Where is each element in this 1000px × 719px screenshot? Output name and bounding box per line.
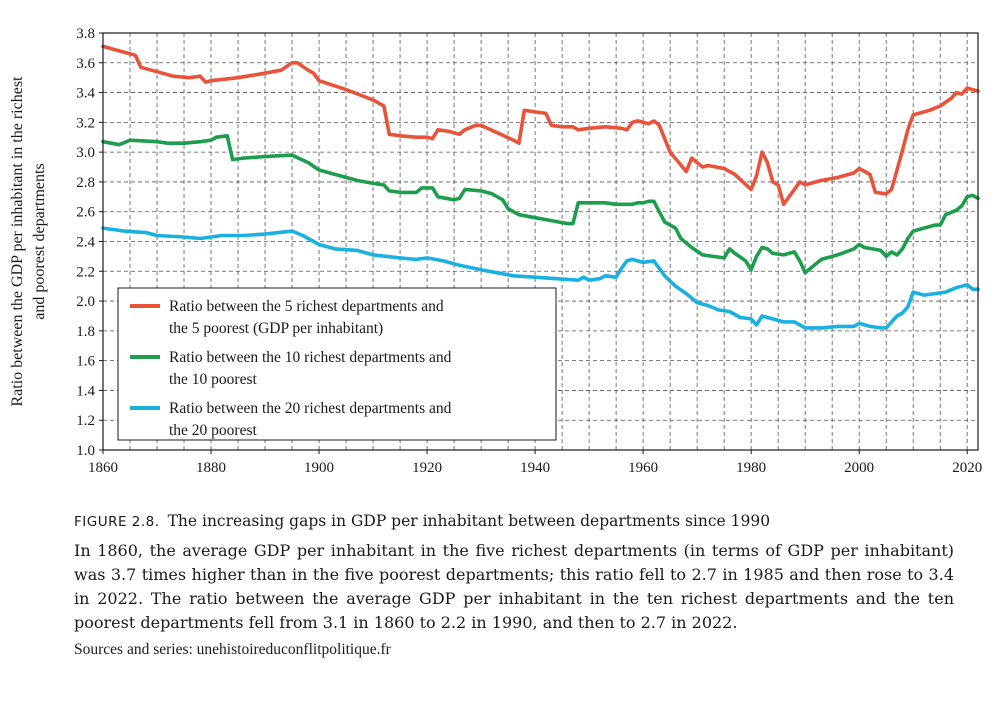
figure-caption: FIGURE 2.8. The increasing gaps in GDP pe… bbox=[74, 510, 954, 661]
x-tick-label: 1920 bbox=[412, 460, 442, 476]
series-line-3 bbox=[101, 226, 980, 330]
x-tick-label: 1940 bbox=[520, 460, 550, 476]
y-tick-label: 1.2 bbox=[76, 413, 95, 429]
x-tick-label: 1880 bbox=[196, 460, 226, 476]
y-tick-label: 2.6 bbox=[76, 205, 95, 221]
y-tick-label: 1.0 bbox=[76, 443, 95, 459]
y-tick-label: 3.2 bbox=[76, 115, 95, 131]
chart-legend: Ratio between the 5 richest departments … bbox=[117, 287, 557, 441]
figure-title: The increasing gaps in GDP per inhabitan… bbox=[167, 512, 771, 530]
y-tick-label: 2.4 bbox=[76, 235, 95, 251]
figure-title-line: FIGURE 2.8. The increasing gaps in GDP pe… bbox=[74, 510, 954, 533]
legend-label: the 5 poorest (GDP per inhabitant) bbox=[169, 320, 383, 337]
legend-label: Ratio between the 5 richest departments … bbox=[169, 298, 444, 315]
y-axis-label: Ratio between the GDP per inhabitant in … bbox=[9, 76, 48, 407]
figure-description: In 1860, the average GDP per inhabitant … bbox=[74, 541, 954, 632]
y-axis-label-line: and poorest departments bbox=[31, 163, 48, 319]
y-tick-label: 2.2 bbox=[76, 264, 95, 280]
x-tick-label: 1900 bbox=[304, 460, 334, 476]
y-tick-label: 1.6 bbox=[76, 354, 95, 370]
legend-label: Ratio between the 20 richest departments… bbox=[169, 400, 452, 417]
legend-label: the 20 poorest bbox=[169, 422, 258, 439]
legend-label: Ratio between the 10 richest departments… bbox=[169, 349, 452, 366]
series-line-1 bbox=[101, 44, 980, 207]
figure-sources: Sources and series: unehistoireduconflit… bbox=[74, 641, 391, 658]
y-tick-label: 2.8 bbox=[76, 175, 95, 191]
y-tick-label: 3.4 bbox=[76, 86, 95, 102]
legend-box bbox=[117, 287, 557, 441]
y-tick-label: 2.0 bbox=[76, 294, 95, 310]
chart-ticks: 1.0 1.2 1.4 1.6 1.8 2.0 2.2 2.4 2.6 2.8 3.0 3.2 3.4 3… bbox=[76, 26, 982, 476]
chart-series bbox=[101, 44, 980, 330]
y-tick-label: 1.4 bbox=[76, 383, 95, 399]
x-tick-label: 1960 bbox=[628, 460, 658, 476]
y-axis-label-line: Ratio between the GDP per inhabitant in … bbox=[9, 76, 26, 407]
x-tick-label: 2000 bbox=[844, 460, 874, 476]
y-tick-label: 3.6 bbox=[76, 56, 95, 72]
y-tick-label: 3.0 bbox=[76, 145, 95, 161]
y-tick-label: 1.8 bbox=[76, 324, 95, 340]
legend-label: the 10 poorest bbox=[169, 371, 258, 388]
x-tick-label: 2020 bbox=[952, 460, 982, 476]
x-tick-label: 1980 bbox=[736, 460, 766, 476]
y-tick-label: 3.8 bbox=[76, 26, 95, 42]
x-tick-label: 1860 bbox=[88, 460, 118, 476]
line-chart: 1.0 1.2 1.4 1.6 1.8 2.0 2.2 2.4 2.6 2.8 3.0 3.2 3.4 3… bbox=[9, 26, 982, 476]
series-line-2 bbox=[101, 134, 980, 275]
figure-label: FIGURE 2.8. bbox=[74, 514, 160, 530]
